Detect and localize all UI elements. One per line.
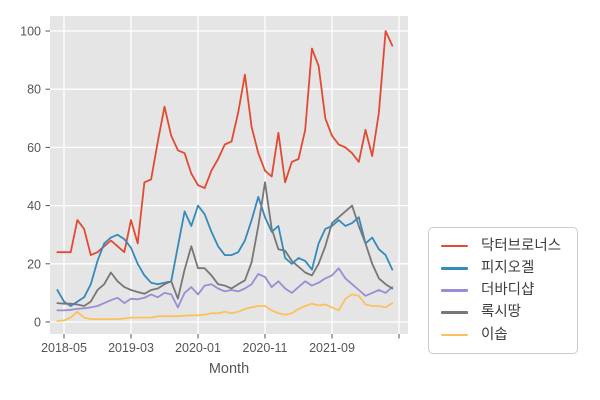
series-line-2: [56, 267, 394, 312]
x-tick-label: 2020-11: [243, 341, 288, 355]
legend-item: 더바디샵: [437, 283, 569, 298]
y-tick-label: 0: [34, 316, 41, 330]
series-line-3: [56, 181, 394, 307]
legend-line-swatch: [441, 244, 468, 248]
y-tick-label: 80: [27, 83, 41, 97]
legend-item: 록시땅: [437, 305, 569, 320]
legend-label: 더바디샵: [481, 282, 535, 299]
legend-line-swatch: [441, 333, 468, 337]
y-tick-label: 100: [20, 25, 41, 39]
series-line-0: [56, 30, 394, 257]
series-line-1: [56, 195, 394, 307]
x-axis-title: Month: [208, 361, 250, 377]
x-tick-label: 2020-01: [175, 341, 221, 355]
x-tick-label: 2021-09: [309, 341, 355, 355]
legend-label: 록시땅: [481, 304, 522, 321]
legend-line-swatch: [441, 289, 468, 292]
x-tick-label: 2019-03: [108, 341, 154, 355]
legend-item: 닥터브로너스: [437, 239, 569, 254]
legend-label: 닥터브로너스: [481, 237, 562, 254]
y-tick-label: 60: [27, 141, 41, 155]
legend-item: 이솝: [437, 328, 569, 343]
legend-line-swatch: [441, 266, 468, 270]
y-tick-label: 20: [27, 257, 41, 271]
series-line-4: [56, 293, 394, 323]
x-tick-label: 2018-05: [41, 341, 87, 355]
legend-label: 이솝: [481, 326, 508, 343]
legend-line-swatch: [441, 311, 468, 314]
y-tick-label: 40: [27, 199, 41, 213]
legend-label: 피지오겔: [481, 260, 535, 277]
legend-item: 피지오겔: [437, 261, 569, 276]
